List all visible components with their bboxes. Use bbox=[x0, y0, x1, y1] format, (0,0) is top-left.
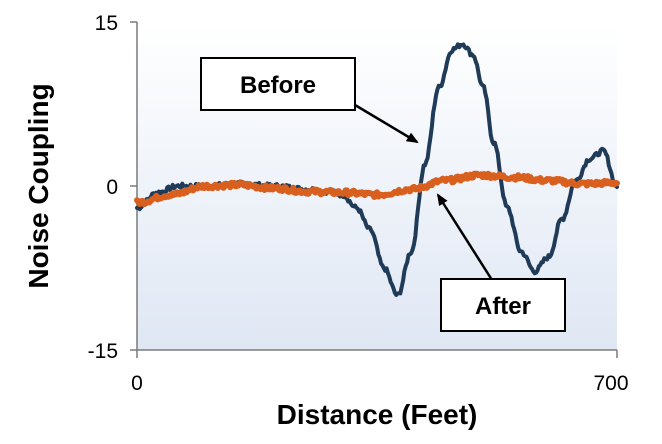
x-tick-label-left: 0 bbox=[131, 372, 143, 395]
x-axis: 0 700 bbox=[131, 349, 629, 395]
x-tick-label-right: 700 bbox=[593, 372, 628, 395]
x-axis-title: Distance (Feet) bbox=[277, 399, 478, 430]
series-layer bbox=[134, 42, 620, 297]
y-tick-label-top: 15 bbox=[95, 12, 118, 35]
y-axis: 15 0 -15 bbox=[88, 12, 138, 363]
callout-after: After bbox=[436, 193, 566, 332]
y-tick-label-bottom: -15 bbox=[88, 340, 118, 363]
arrow-after bbox=[436, 193, 494, 281]
callout-after-label: After bbox=[475, 293, 531, 320]
series-line-after bbox=[134, 170, 620, 208]
y-tick-label-mid: 0 bbox=[106, 176, 118, 199]
callout-before: Before bbox=[200, 57, 419, 144]
y-axis-title: Noise Coupling bbox=[23, 83, 54, 288]
callout-before-box bbox=[200, 57, 356, 111]
callout-before-label: Before bbox=[240, 72, 316, 99]
callout-after-box bbox=[440, 278, 566, 332]
arrow-before bbox=[354, 103, 419, 144]
